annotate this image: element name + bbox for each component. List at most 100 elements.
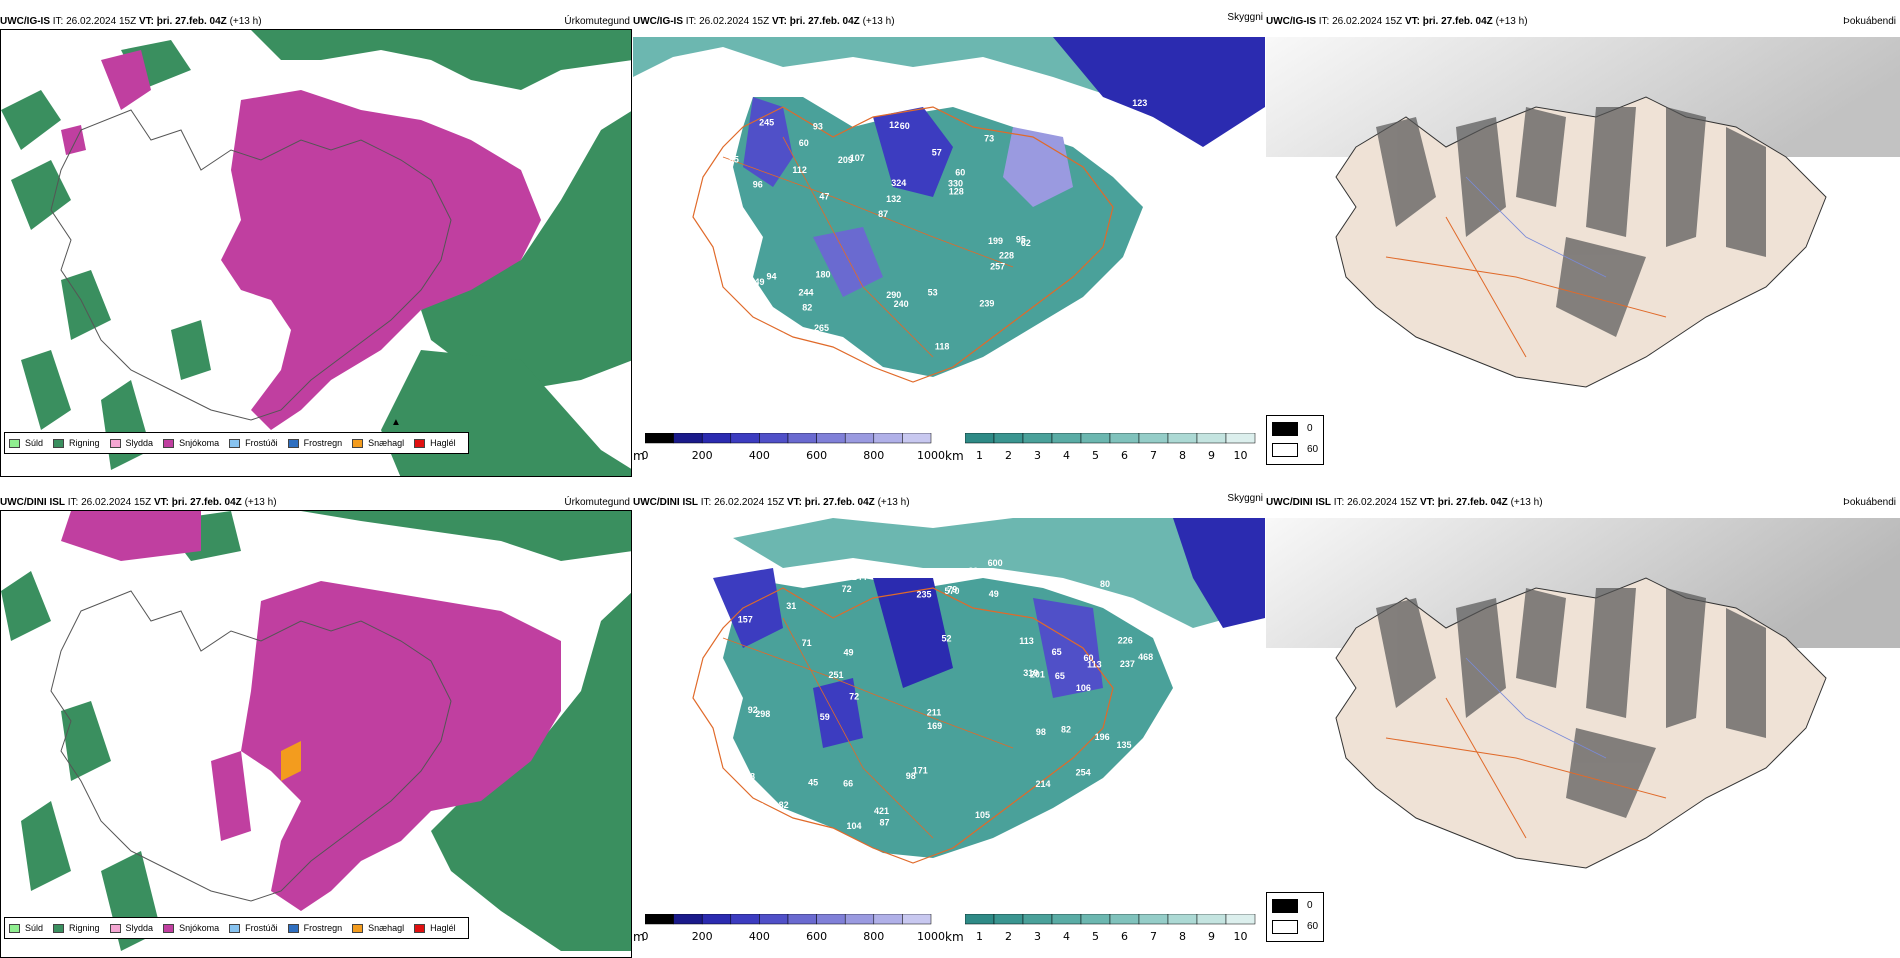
colorbar-segment (1051, 914, 1082, 925)
panel-header: UWC/DINI ISL IT: 26.02.2024 15Z VT: þri.… (633, 497, 910, 508)
colorbar-tick-label: 200 (691, 930, 713, 943)
ceiling-value-label: 180 (816, 270, 831, 280)
colorbar-segment (1022, 914, 1053, 925)
ceiling-value-label: 72 (842, 584, 852, 594)
colorbar-tick-label: 5 (1092, 449, 1099, 462)
visibility-colorbar: km 1 2 3 4 5 6 7 8 9 10 (945, 914, 1265, 954)
precip-map[interactable]: ▲ (0, 29, 632, 477)
ceiling-value-label: 237 (1120, 659, 1135, 669)
colorbar-tick-label: 5 (1092, 930, 1099, 943)
colorbar-segment (1196, 433, 1227, 444)
ceiling-value-label: 80 (1100, 579, 1110, 589)
panel-header: UWC/IG-IS IT: 26.02.2024 15Z VT: þri. 27… (633, 16, 895, 27)
ceiling-value-label: 65 (1055, 671, 1065, 681)
ceiling-value-label: 98 (745, 772, 755, 782)
legend-item: Rigning (53, 923, 100, 933)
ceiling-value-label: 87 (878, 209, 888, 219)
visibility-unit: km (945, 449, 964, 463)
fog-map[interactable] (1266, 37, 1900, 437)
ceiling-value-label: 251 (828, 670, 843, 680)
ceiling-value-label: 72 (849, 691, 859, 701)
colorbar-tick-label: 800 (863, 449, 885, 462)
ceiling-value-label: 58 (891, 80, 901, 90)
precip-legend: Súld Rigning Slydda Snjókoma Frostúði Fr… (4, 432, 469, 454)
ceiling-value-label: 319 (1023, 668, 1038, 678)
ceiling-value-label: 113 (1087, 659, 1102, 669)
colorbar-tick-label: 400 (748, 930, 770, 943)
colorbar-tick-label: 8 (1179, 449, 1186, 462)
panel-header: UWC/DINI ISL IT: 26.02.2024 15Z VT: þri.… (1266, 497, 1543, 508)
panel-header: UWC/IG-IS IT: 26.02.2024 15Z VT: þri. 27… (1266, 16, 1528, 27)
colorbar-segment (873, 433, 903, 444)
ceiling-value-label: 265 (814, 323, 829, 333)
legend-item: Frostregn (287, 923, 342, 933)
ceiling-value-label: 201 (1102, 786, 1117, 796)
fog-map[interactable] (1266, 518, 1900, 918)
colorbar-segment (787, 914, 817, 925)
ceiling-value-label: 106 (1076, 683, 1091, 693)
colorbar-segment (1109, 433, 1140, 444)
ceiling-value-label: 93 (813, 121, 823, 131)
colorbar-tick-label: 7 (1150, 449, 1157, 462)
ceiling-value-label: 87 (880, 817, 890, 827)
legend-item: Frostregn (287, 438, 342, 448)
colorbar-segment (701, 914, 732, 925)
visibility-map[interactable]: 71 96 17 87 73 67 12 57 94 107 105 82 60 60 62 245 58 55 1… (633, 37, 1265, 437)
ceiling-value-label: 66 (843, 778, 853, 788)
visibility-map[interactable]: 254 226 159 52 302 144 60 66 80 71 237 157 106 87 98 31… (633, 518, 1265, 918)
colorbar-segment (993, 433, 1024, 444)
colorbar-segment (730, 433, 760, 444)
ceiling-value-label: 159 (1113, 780, 1128, 790)
rain-area (251, 30, 631, 390)
panel-title: Skyggni (1227, 493, 1263, 504)
colorbar-segment (759, 914, 789, 925)
legend-item: Snjókoma (163, 438, 219, 448)
colorbar-segment (1167, 914, 1198, 925)
fog-legend: 0 60 (1266, 415, 1324, 465)
ceiling-value-label: 60 (955, 167, 965, 177)
colorbar-tick-label: 4 (1063, 930, 1070, 943)
colorbar-segment (902, 433, 932, 444)
ceiling-value-label: 57 (932, 148, 942, 158)
ceiling-value-label: 198 (1078, 129, 1093, 139)
ceiling-value-label: 144 (852, 572, 867, 582)
ceiling-value-label: 166 (1143, 773, 1158, 783)
ceiling-value-label: 240 (736, 341, 751, 351)
ceiling-value-label: 57 (909, 70, 919, 80)
colorbar-segment (1138, 914, 1169, 925)
colorbar-segment (645, 914, 674, 925)
ceiling-value-label: 71 (802, 638, 812, 648)
ceiling-value-label: 600 (988, 558, 1003, 568)
colorbar-tick-label: 6 (1121, 449, 1128, 462)
ceiling-value-label: 49 (755, 277, 765, 287)
ceiling-value-label: 240 (894, 299, 909, 309)
legend-item: Snjókoma (163, 923, 219, 933)
colorbar-segment (1138, 433, 1169, 444)
ceiling-value-label: 196 (1095, 732, 1110, 742)
ceiling-value-label: 324 (891, 178, 906, 188)
ceiling-value-label: 123 (1132, 98, 1147, 108)
ceiling-value-label: 45 (808, 777, 818, 787)
precip-map[interactable] (0, 510, 632, 958)
colorbar-segment (844, 433, 875, 444)
ceiling-value-label: 421 (874, 806, 889, 816)
svg-text:▲: ▲ (391, 417, 401, 428)
ceiling-value-label: 298 (755, 709, 770, 719)
ceiling-value-label: 132 (886, 194, 901, 204)
ceiling-value-label: 208 (1091, 296, 1106, 306)
panel-header: UWC/IG-IS IT: 26.02.2024 15Z VT: þri. 27… (0, 16, 262, 27)
ceiling-value-label: 52 (942, 634, 952, 644)
precip-map-svg: ▲ (1, 30, 631, 476)
ceiling-value-label: 171 (913, 765, 928, 775)
colorbar-segment (787, 433, 817, 444)
ceiling-value-label: 82 (802, 303, 812, 313)
ceiling-value-label: 239 (979, 298, 994, 308)
colorbar-segment (1196, 914, 1227, 925)
panel-title: Þokuábendi (1843, 16, 1896, 27)
colorbar-tick-label: 10 (1233, 449, 1248, 462)
colorbar-segment (816, 433, 846, 444)
colorbar-tick-label: 3 (1034, 930, 1041, 943)
ceiling-value-label: 60 (1084, 653, 1094, 663)
colorbar-segment (645, 433, 674, 444)
ceiling-value-label: 246 (773, 345, 788, 355)
